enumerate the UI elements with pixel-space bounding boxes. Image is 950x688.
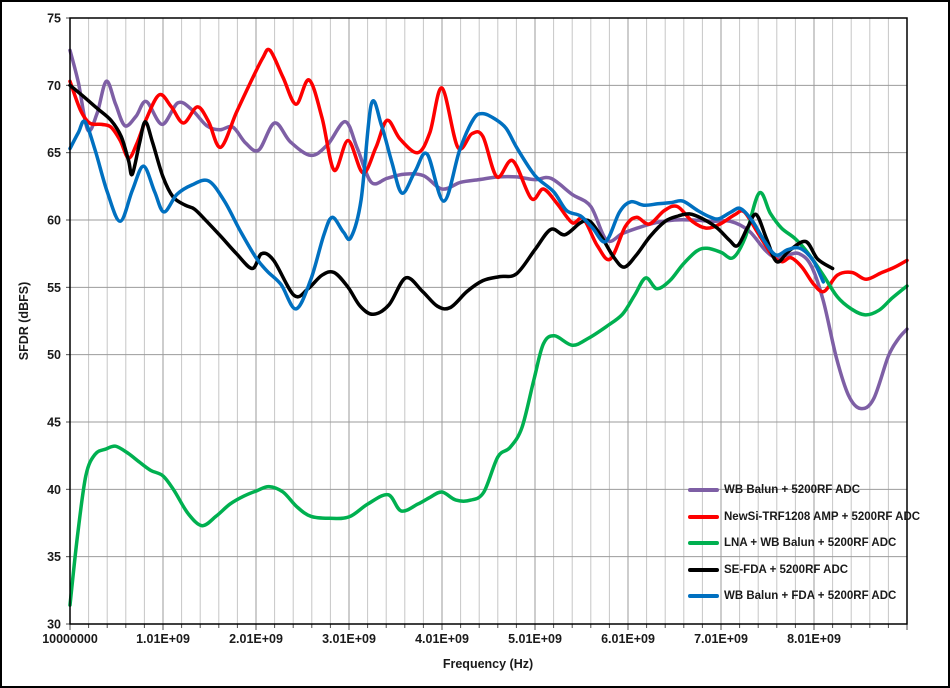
x-tick-label: 10000000 — [42, 632, 98, 646]
y-tick-label: 30 — [47, 618, 61, 632]
y-tick-label: 60 — [47, 214, 61, 228]
legend-item-lna-wb-balun: LNA + WB Balun + 5200RF ADC — [688, 530, 920, 557]
plot-border — [69, 17, 908, 625]
y-tick-label: 75 — [47, 12, 61, 26]
legend-item-wb-balun: WB Balun + 5200RF ADC — [688, 477, 920, 504]
legend-label: WB Balun + 5200RF ADC — [724, 484, 861, 497]
series-line-4 — [68, 99, 826, 311]
y-tick-label: 50 — [47, 348, 61, 362]
legend-item-se-fda: SE-FDA + 5200RF ADC — [688, 557, 920, 584]
y-tick-label: 40 — [47, 483, 61, 497]
x-tick-label: 4.01E+09 — [415, 632, 469, 646]
y-tick-label: 35 — [47, 550, 61, 564]
legend-label: NewSi-TRF1208 AMP + 5200RF ADC — [724, 510, 921, 523]
legend-swatch-wb-balun — [688, 488, 719, 493]
legend: WB Balun + 5200RF ADC NewSi-TRF1208 AMP … — [688, 477, 920, 610]
series-line-3 — [68, 83, 835, 317]
y-tick-label: 45 — [47, 416, 61, 430]
legend-swatch-lna-wb-balun — [688, 541, 719, 546]
x-tick-label: 5.01E+09 — [508, 632, 562, 646]
y-tick-label: 65 — [47, 146, 61, 160]
y-tick-label: 55 — [47, 281, 61, 295]
axis-tick-labels: 10000000 1.01E+09 2.01E+09 3.01E+09 4.01E+09… — [42, 12, 841, 647]
x-tick-label: 3.01E+09 — [322, 632, 376, 646]
x-axis-title: Frequency (Hz) — [442, 657, 534, 671]
legend-swatch-newsi-trf1208 — [688, 514, 719, 519]
x-tick-label: 7.01E+09 — [694, 632, 748, 646]
series-line-2 — [68, 190, 909, 607]
legend-swatch-wb-balun-fda — [688, 594, 719, 599]
x-tick-label: 2.01E+09 — [229, 632, 283, 646]
x-tick-label: 1.01E+09 — [136, 632, 190, 646]
y-tick-label: 70 — [47, 79, 61, 93]
legend-item-wb-balun-fda: WB Balun + FDA + 5200RF ADC — [688, 583, 920, 610]
series-lines — [68, 47, 909, 607]
y-axis-title: SFDR (dBFS) — [17, 281, 31, 361]
legend-label: WB Balun + FDA + 5200RF ADC — [724, 590, 897, 603]
legend-swatch-se-fda — [688, 567, 719, 572]
legend-label: LNA + WB Balun + 5200RF ADC — [724, 537, 897, 550]
x-tick-label: 6.01E+09 — [601, 632, 655, 646]
x-tick-label: 8.01E+09 — [787, 632, 841, 646]
legend-label: SE-FDA + 5200RF ADC — [724, 563, 849, 576]
legend-item-newsi-trf1208: NewSi-TRF1208 AMP + 5200RF ADC — [688, 504, 920, 531]
series-line-0 — [68, 48, 909, 411]
